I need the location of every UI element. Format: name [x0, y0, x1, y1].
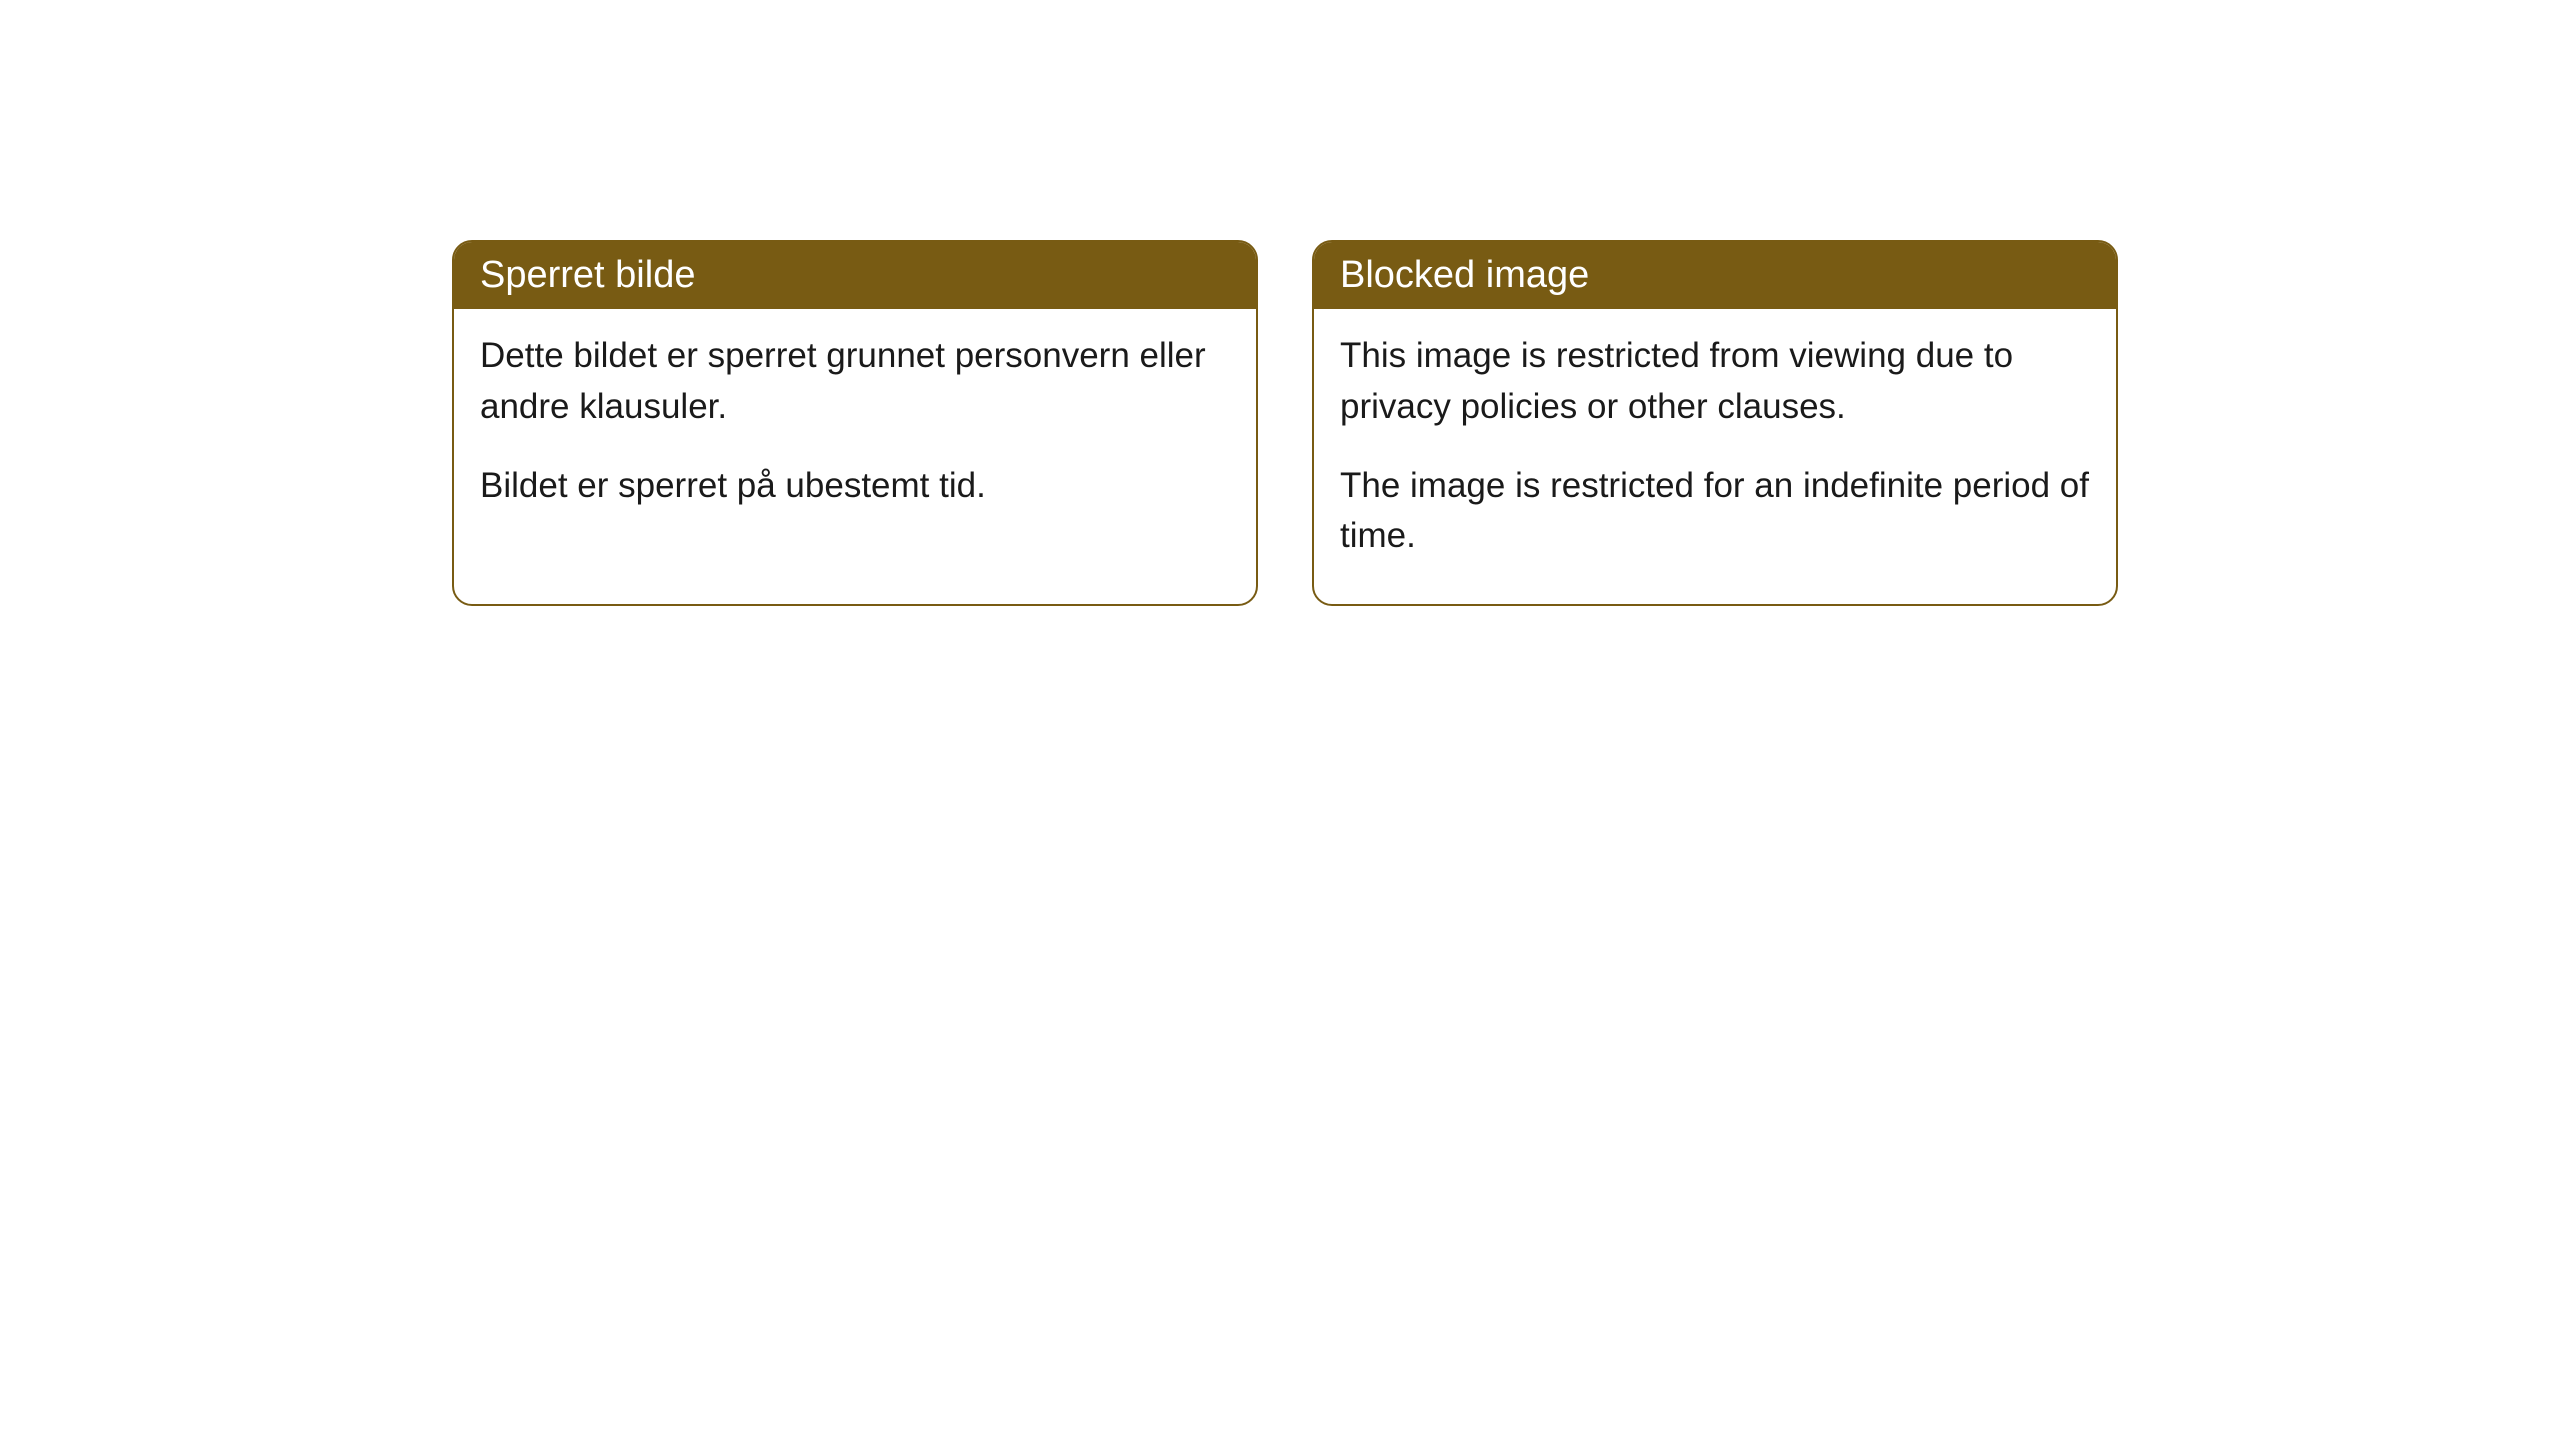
card-body: Dette bildet er sperret grunnet personve… — [454, 309, 1256, 553]
card-paragraph: The image is restricted for an indefinit… — [1340, 461, 2090, 563]
card-header: Blocked image — [1314, 242, 2116, 309]
card-paragraph: Bildet er sperret på ubestemt tid. — [480, 461, 1230, 512]
blocked-notice-card-english: Blocked image This image is restricted f… — [1312, 240, 2118, 606]
card-header: Sperret bilde — [454, 242, 1256, 309]
card-title: Blocked image — [1340, 254, 1589, 296]
notice-cards-container: Sperret bilde Dette bildet er sperret gr… — [0, 0, 2560, 606]
card-body: This image is restricted from viewing du… — [1314, 309, 2116, 604]
card-title: Sperret bilde — [480, 254, 695, 296]
card-paragraph: Dette bildet er sperret grunnet personve… — [480, 331, 1230, 433]
blocked-notice-card-norwegian: Sperret bilde Dette bildet er sperret gr… — [452, 240, 1258, 606]
card-paragraph: This image is restricted from viewing du… — [1340, 331, 2090, 433]
